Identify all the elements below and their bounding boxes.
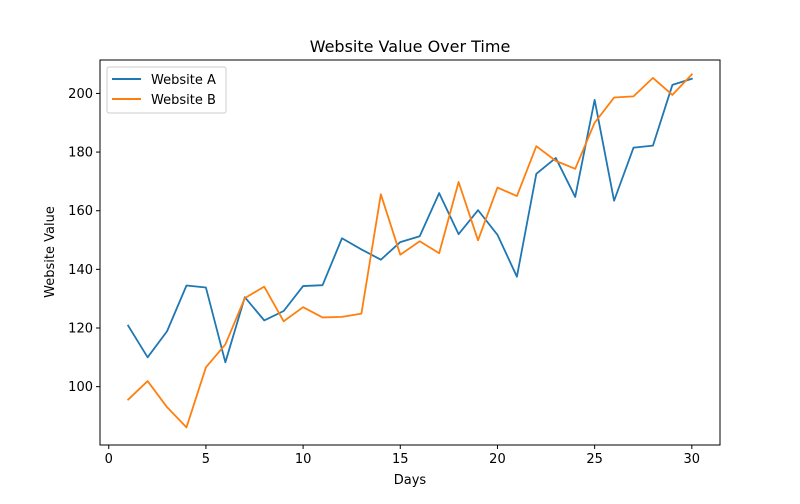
data-point-website-a (458, 233, 460, 235)
x-axis-label: Days (394, 473, 427, 488)
data-point-website-a (594, 99, 596, 101)
y-tick-label: 140 (68, 263, 93, 278)
data-point-website-a (399, 241, 401, 243)
series-line-website-a (126, 77, 693, 364)
data-point-website-a (263, 319, 265, 321)
data-point-website-b (186, 427, 188, 429)
data-point-website-a (633, 147, 635, 149)
data-point-website-b (633, 95, 635, 97)
data-point-website-b (574, 168, 576, 170)
x-tick-label: 0 (105, 452, 113, 467)
y-tick-label: 160 (68, 204, 93, 219)
data-point-website-a (691, 78, 693, 80)
data-point-website-a (147, 356, 149, 358)
data-point-website-b (147, 380, 149, 382)
data-point-website-b (419, 240, 421, 242)
data-point-website-a (361, 249, 363, 251)
x-tick-label: 5 (202, 452, 210, 467)
data-point-website-a (341, 237, 343, 239)
data-point-website-b (399, 254, 401, 256)
data-point-website-a (438, 192, 440, 194)
data-point-website-b (516, 195, 518, 197)
data-point-website-b (341, 316, 343, 318)
data-point-website-b (691, 73, 693, 75)
data-point-website-b (458, 181, 460, 183)
y-tick-label: 180 (68, 146, 93, 161)
plot-area-frame (99, 59, 721, 446)
x-tick-label: 25 (586, 452, 603, 467)
axis-layer: 0 5 10 15 20 25 30 100 120 140 160 180 200 (68, 87, 700, 467)
data-point-website-b (361, 313, 363, 315)
data-point-website-b (283, 320, 285, 322)
data-point-website-a (535, 173, 537, 175)
data-point-website-a (224, 361, 226, 363)
data-point-website-b (671, 94, 673, 96)
x-tick-label: 20 (489, 452, 506, 467)
data-point-website-a (497, 234, 499, 236)
data-point-website-a (205, 287, 207, 289)
data-point-website-a (516, 276, 518, 278)
data-point-website-a (166, 330, 168, 332)
data-point-website-b (652, 77, 654, 79)
y-axis-label: Website Value (43, 206, 58, 298)
data-point-website-b (205, 366, 207, 368)
legend: Website A Website B (106, 66, 227, 114)
data-point-website-a (652, 145, 654, 147)
data-point-website-b (127, 399, 129, 401)
data-point-website-a (322, 284, 324, 286)
series-line-website-b (126, 73, 694, 429)
data-point-website-a (283, 310, 285, 312)
data-point-website-a (613, 200, 615, 202)
data-point-website-b (438, 252, 440, 254)
data-point-website-a (186, 285, 188, 287)
data-point-website-b (322, 317, 324, 319)
legend-label-website-b: Website B (151, 93, 216, 108)
y-tick-label: 100 (68, 380, 93, 395)
data-point-website-a (574, 196, 576, 198)
data-point-website-b (244, 297, 246, 299)
data-point-website-b (535, 145, 537, 147)
chart-title: Website Value Over Time (310, 37, 511, 56)
data-point-website-b (613, 97, 615, 99)
x-tick-label: 30 (684, 452, 701, 467)
series-layer (126, 73, 694, 429)
data-point-website-b (497, 187, 499, 189)
data-point-website-a (419, 235, 421, 237)
data-point-website-a (302, 285, 304, 287)
data-point-website-b (555, 160, 557, 162)
y-tick-label: 200 (68, 87, 93, 102)
data-point-website-b (263, 286, 265, 288)
data-point-website-b (477, 239, 479, 241)
data-point-website-a (380, 259, 382, 261)
data-point-website-a (127, 325, 129, 327)
data-point-website-b (302, 306, 304, 308)
data-point-website-b (380, 193, 382, 195)
data-point-website-b (224, 344, 226, 346)
data-point-website-b (594, 122, 596, 124)
data-point-website-a (555, 157, 557, 159)
x-tick-label: 10 (295, 452, 312, 467)
legend-label-website-a: Website A (151, 73, 216, 88)
x-tick-label: 15 (392, 452, 409, 467)
data-point-website-a (671, 84, 673, 86)
data-point-website-a (477, 209, 479, 211)
data-point-website-b (166, 406, 168, 408)
y-tick-label: 120 (68, 322, 93, 337)
